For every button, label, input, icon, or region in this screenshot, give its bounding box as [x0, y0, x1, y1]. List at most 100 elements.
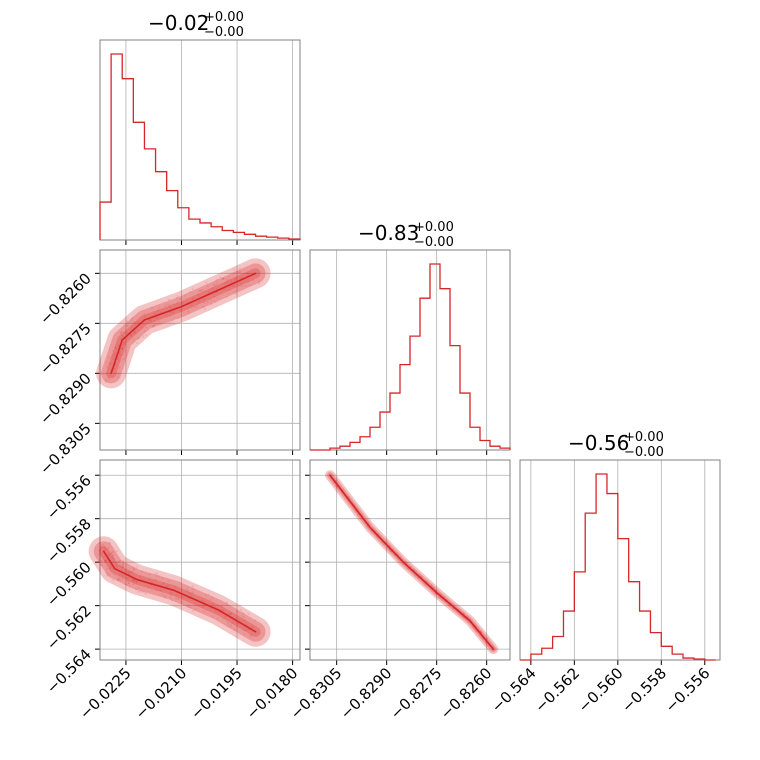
sample-point: [113, 573, 116, 576]
sample-point: [125, 579, 128, 583]
sample-point: [171, 594, 174, 597]
sample-point: [228, 613, 231, 616]
sample-point: [239, 284, 242, 288]
sample-point: [157, 589, 160, 592]
sample-point: [167, 584, 170, 587]
sample-point: [230, 611, 233, 614]
sample-point: [145, 333, 148, 337]
sample-point: [114, 373, 118, 376]
sample-point: [135, 580, 138, 583]
sample-point: [203, 610, 206, 613]
sample-point: [207, 290, 210, 293]
sample-point: [139, 590, 142, 593]
sample-point: [118, 366, 121, 369]
sample-point: [171, 319, 174, 322]
sample-point: [122, 357, 125, 361]
sample-point: [250, 633, 253, 636]
sample-point: [148, 573, 151, 576]
sample-point: [117, 373, 120, 376]
panel-frame: [99, 249, 301, 451]
sample-point: [159, 311, 162, 314]
sample-point: [166, 303, 170, 306]
sample-point: [154, 588, 157, 592]
sample-point: [220, 605, 224, 608]
sample-point: [125, 320, 129, 323]
sample-point: [200, 288, 203, 292]
sample-point: [131, 566, 135, 569]
sample-point: [123, 349, 126, 352]
sample-point: [215, 282, 219, 285]
sample-point: [112, 357, 115, 361]
sample-point: [218, 275, 222, 278]
sample-point: [143, 313, 146, 316]
sample-point: [216, 617, 219, 620]
param-title-minus: −0.00: [624, 445, 664, 460]
sample-point: [176, 598, 179, 601]
x-tick-label: −0.558: [618, 664, 670, 716]
sample-point: [138, 336, 141, 339]
sample-point: [118, 360, 121, 363]
sample-point: [130, 334, 133, 338]
sample-point: [122, 565, 125, 568]
x-tick-label: −0.8260: [437, 664, 496, 723]
sample-point: [121, 578, 124, 581]
sample-point: [228, 288, 231, 291]
sample-point: [187, 310, 190, 313]
sample-point: [437, 596, 441, 599]
contour-outline: [329, 474, 495, 650]
sample-point: [150, 581, 154, 584]
sample-point: [201, 599, 204, 603]
sample-point: [191, 585, 194, 588]
sample-point: [132, 337, 135, 341]
sample-point: [153, 312, 157, 315]
sample-point: [118, 564, 121, 567]
sample-point: [175, 594, 178, 597]
y-tick-label: −0.8305: [36, 419, 95, 478]
param-title-minus: −0.00: [414, 235, 454, 250]
sample-point: [211, 615, 214, 618]
sample-point: [153, 572, 156, 576]
sample-point: [108, 542, 111, 545]
sample-point: [113, 346, 117, 349]
sample-point: [130, 318, 133, 322]
sample-point: [191, 591, 194, 594]
sample-point: [107, 554, 110, 557]
sample-point: [119, 331, 122, 334]
sample-point: [202, 297, 205, 300]
sample-point: [104, 559, 107, 562]
sample-point: [232, 290, 235, 293]
y-tick-label: −0.564: [43, 645, 95, 697]
x-tick-label: −0.560: [575, 664, 627, 716]
sample-point: [254, 619, 257, 622]
sample-point: [104, 548, 108, 552]
sample-point: [235, 621, 239, 624]
param-title: −0.83: [358, 221, 419, 245]
sample-point: [121, 354, 124, 357]
sample-point: [251, 625, 254, 629]
sample-point: [101, 552, 104, 555]
sample-point: [133, 579, 136, 582]
sample-point: [137, 329, 140, 332]
sample-point: [181, 601, 184, 604]
sample-point: [137, 320, 140, 323]
sample-point: [127, 580, 130, 583]
histogram-step-line: [99, 53, 301, 240]
sample-point: [122, 342, 125, 346]
sample-point: [239, 277, 242, 280]
y-tick-label: −0.8290: [36, 369, 95, 428]
sample-point: [158, 575, 161, 578]
sample-point: [230, 281, 233, 284]
sample-point: [125, 562, 128, 565]
sample-point: [145, 326, 148, 329]
sample-point: [233, 284, 236, 288]
sample-point: [128, 585, 131, 588]
sample-point: [129, 334, 132, 337]
sample-point: [214, 280, 218, 283]
sample-point: [133, 579, 136, 582]
sample-point: [152, 324, 155, 328]
panel-2-1: [305, 459, 511, 665]
panel-frame: [309, 459, 511, 661]
histogram-step-line: [520, 473, 716, 661]
sample-point: [216, 278, 219, 281]
sample-point: [239, 608, 243, 612]
